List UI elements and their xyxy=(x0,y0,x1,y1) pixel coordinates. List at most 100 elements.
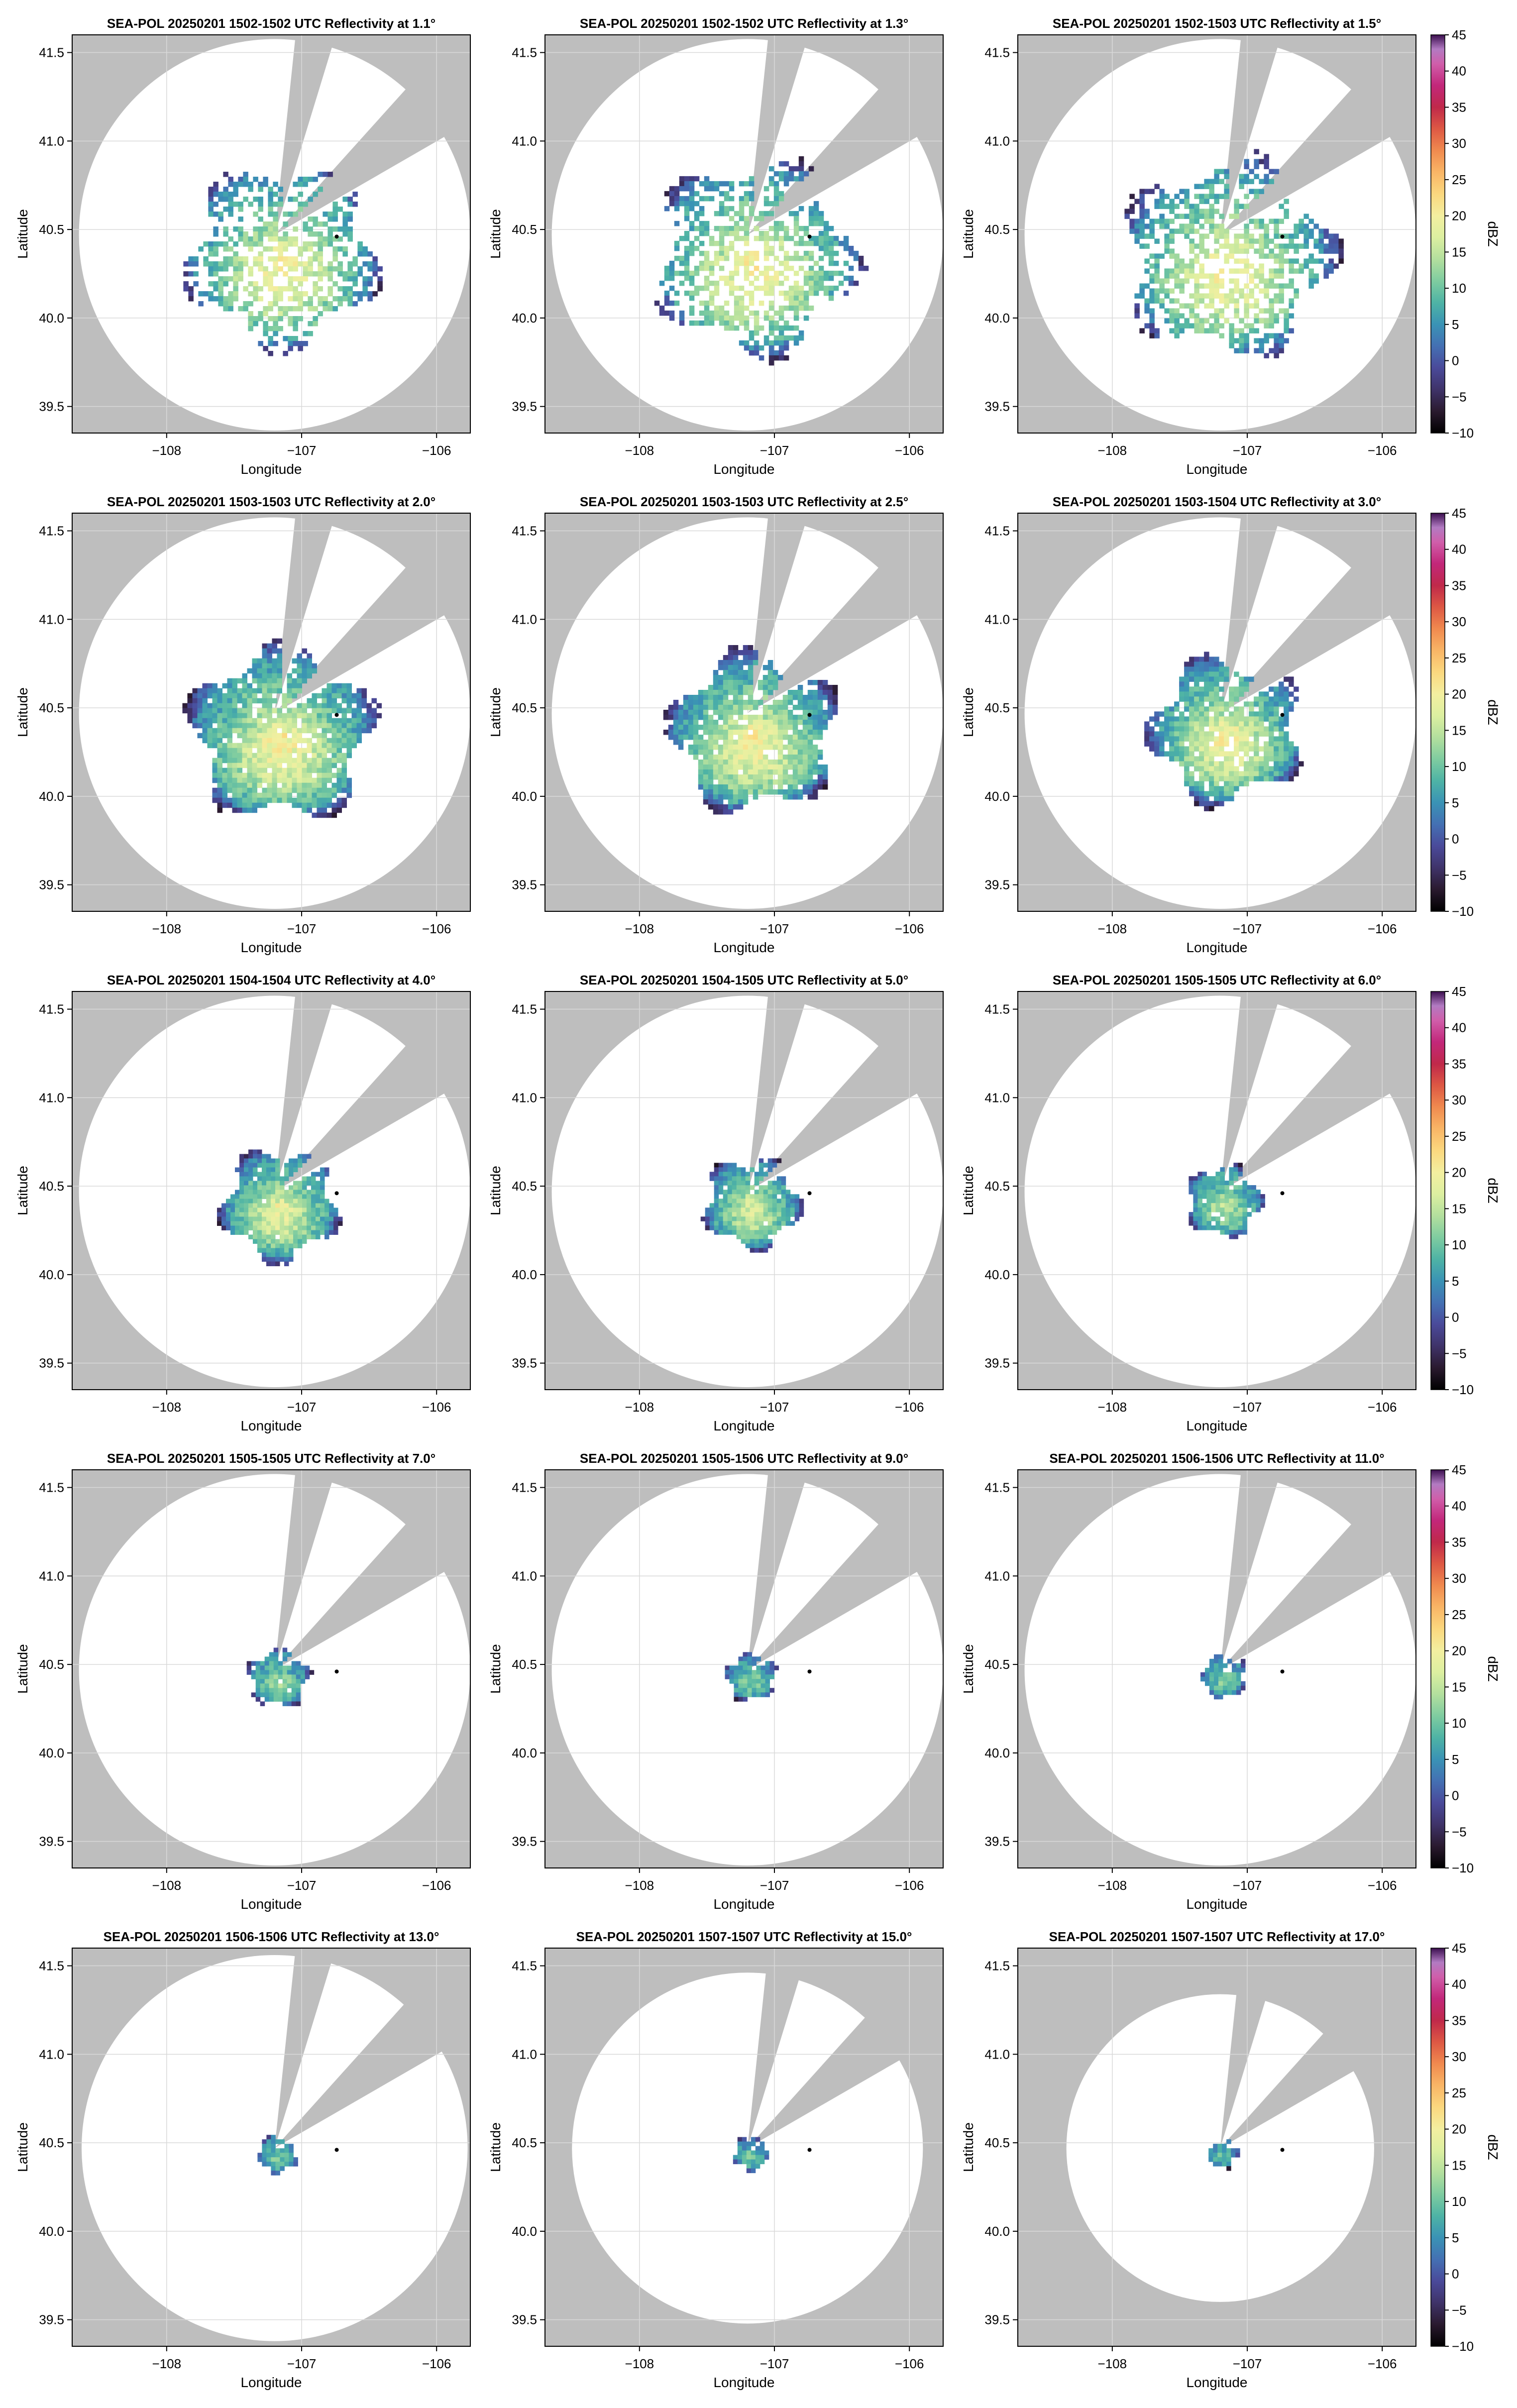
x-axis-label: Longitude xyxy=(240,461,302,477)
site-marker xyxy=(334,234,339,239)
radar-panel: −108 −107 −106 41.5 41.0 40.5 40.0 39.5 Longitud… xyxy=(488,1451,944,1912)
colorbar-tick-label: −10 xyxy=(1452,2339,1474,2354)
radar-panel: −108 −107 −106 41.5 41.0 40.5 40.0 39.5 Longitud… xyxy=(15,973,471,1433)
colorbar-tick-label: 5 xyxy=(1452,1274,1459,1289)
y-axis-label: Latitude xyxy=(961,687,976,737)
colorbar-tick-label: 15 xyxy=(1452,1201,1466,1216)
y-tick-label: 41.5 xyxy=(984,524,1010,539)
x-axis-label: Longitude xyxy=(713,1896,774,1912)
colorbar: 45 40 35 30 25 20 15 10 5 0 −5 −10 dBZ xyxy=(1430,27,1501,440)
site-marker xyxy=(807,1669,812,1674)
x-tick-label: −107 xyxy=(287,443,317,458)
reflectivity-echoes xyxy=(1200,1654,1246,1700)
colorbar-tick-label: 40 xyxy=(1452,1499,1466,1514)
x-tick-label: −106 xyxy=(422,2356,451,2371)
colorbar-tick-label: 15 xyxy=(1452,723,1466,738)
blocked-sector xyxy=(274,1954,332,2148)
y-tick-label: 41.5 xyxy=(512,524,537,539)
panel-title: SEA-POL 20250201 1505-1505 UTC Reflectiv… xyxy=(1053,973,1381,987)
colorbar-tick-label: 30 xyxy=(1452,1571,1466,1586)
x-tick-label: −108 xyxy=(1098,1400,1127,1415)
x-tick-label: −107 xyxy=(1233,1878,1262,1893)
colorbar-tick-label: 40 xyxy=(1452,1977,1466,1992)
reflectivity-echoes xyxy=(1124,149,1344,358)
site-marker xyxy=(334,713,339,717)
y-tick-label: 39.5 xyxy=(39,877,64,892)
y-axis-label: Latitude xyxy=(15,1644,30,1694)
colorbar-tick-label: 15 xyxy=(1452,244,1466,259)
reflectivity-echoes xyxy=(257,2135,298,2176)
y-tick-label: 41.5 xyxy=(39,1002,64,1017)
y-tick-label: 39.5 xyxy=(984,1834,1010,1849)
blocked-sector xyxy=(274,566,446,713)
y-tick-label: 40.5 xyxy=(984,1657,1010,1672)
x-axis-label: Longitude xyxy=(1186,2375,1247,2390)
blocked-sector xyxy=(1220,566,1392,713)
colorbar-tick-label: 20 xyxy=(1452,209,1466,223)
x-tick-label: −107 xyxy=(760,443,789,458)
x-tick-label: −108 xyxy=(625,921,654,936)
colorbar-tick-label: −10 xyxy=(1452,1382,1474,1397)
blocked-sector xyxy=(1220,88,1392,235)
blocked-sector xyxy=(274,516,332,713)
colorbar-tick-label: −10 xyxy=(1452,1861,1474,1875)
blocked-sector xyxy=(747,516,805,713)
plot-frame xyxy=(544,513,944,912)
radar-panel: −108 −107 −106 41.5 41.0 40.5 40.0 39.5 Longitud… xyxy=(15,1929,471,2390)
reflectivity-echoes xyxy=(1189,1163,1265,1239)
colorbar: 45 40 35 30 25 20 15 10 5 0 −5 −10 dBZ xyxy=(1430,1941,1501,2354)
x-tick-label: −106 xyxy=(895,1400,924,1415)
y-tick-label: 39.5 xyxy=(39,1834,64,1849)
panel-title: SEA-POL 20250201 1505-1506 UTC Reflectiv… xyxy=(580,1451,908,1466)
panel-title: SEA-POL 20250201 1507-1507 UTC Reflectiv… xyxy=(576,1929,912,1944)
y-tick-label: 41.5 xyxy=(512,1002,537,1017)
colorbar-tick-label: 40 xyxy=(1452,542,1466,557)
panel-title: SEA-POL 20250201 1504-1504 UTC Reflectiv… xyxy=(107,973,435,987)
y-tick-label: 40.5 xyxy=(512,1657,537,1672)
radar-panel: −108 −107 −106 41.5 41.0 40.5 40.0 39.5 Longitud… xyxy=(15,1451,471,1912)
blocked-sector xyxy=(747,88,919,235)
colorbar-tick-label: −10 xyxy=(1452,904,1474,919)
colorbar: 45 40 35 30 25 20 15 10 5 0 −5 −10 dBZ xyxy=(1430,984,1501,1397)
x-axis-label: Longitude xyxy=(1186,940,1247,955)
colorbar-tick-label: −5 xyxy=(1452,1346,1467,1361)
blocked-sector xyxy=(747,566,919,713)
y-tick-label: 40.5 xyxy=(984,700,1010,715)
colorbar-tick-label: 40 xyxy=(1452,1020,1466,1035)
x-tick-label: −106 xyxy=(1368,443,1397,458)
x-tick-label: −108 xyxy=(1098,921,1127,936)
x-tick-label: −107 xyxy=(1233,2356,1262,2371)
y-axis-label: Latitude xyxy=(961,209,976,259)
colorbar-tick-label: 35 xyxy=(1452,2013,1466,2028)
panel-title: SEA-POL 20250201 1503-1503 UTC Reflectiv… xyxy=(107,494,435,509)
x-tick-label: −106 xyxy=(895,2356,924,2371)
x-tick-label: −107 xyxy=(1233,1400,1262,1415)
y-tick-label: 41.0 xyxy=(984,1090,1010,1105)
x-axis-label: Longitude xyxy=(713,461,774,477)
colorbar-tick-label: 10 xyxy=(1452,2194,1466,2209)
colorbar-tick-label: 30 xyxy=(1452,2049,1466,2064)
panel-title: SEA-POL 20250201 1504-1505 UTC Reflectiv… xyxy=(580,973,908,987)
panel-title: SEA-POL 20250201 1505-1505 UTC Reflectiv… xyxy=(107,1451,435,1466)
blocked-sector xyxy=(1220,38,1278,235)
y-tick-label: 41.5 xyxy=(984,1480,1010,1495)
reflectivity-echoes xyxy=(654,156,869,366)
colorbar-tick-label: 30 xyxy=(1452,136,1466,151)
y-tick-label: 40.0 xyxy=(39,311,64,326)
x-tick-label: −107 xyxy=(287,921,317,936)
colorbar-tick-label: 25 xyxy=(1452,651,1466,665)
colorbar-tick-label: 30 xyxy=(1452,1093,1466,1107)
plot-frame xyxy=(544,1469,944,1868)
colorbar-tick-label: 45 xyxy=(1452,1462,1466,1477)
y-tick-label: 40.0 xyxy=(984,2224,1010,2239)
colorbar-tick-label: 20 xyxy=(1452,687,1466,702)
y-tick-label: 40.0 xyxy=(39,2224,64,2239)
y-axis-label: Latitude xyxy=(488,1644,503,1694)
blocked-sector xyxy=(274,1473,332,1670)
y-axis-label: Latitude xyxy=(15,2122,30,2172)
plot-frame xyxy=(72,1948,471,2347)
panel-title: SEA-POL 20250201 1506-1506 UTC Reflectiv… xyxy=(1049,1451,1384,1466)
site-marker xyxy=(1280,713,1285,717)
colorbar-tick-label: 20 xyxy=(1452,1643,1466,1658)
